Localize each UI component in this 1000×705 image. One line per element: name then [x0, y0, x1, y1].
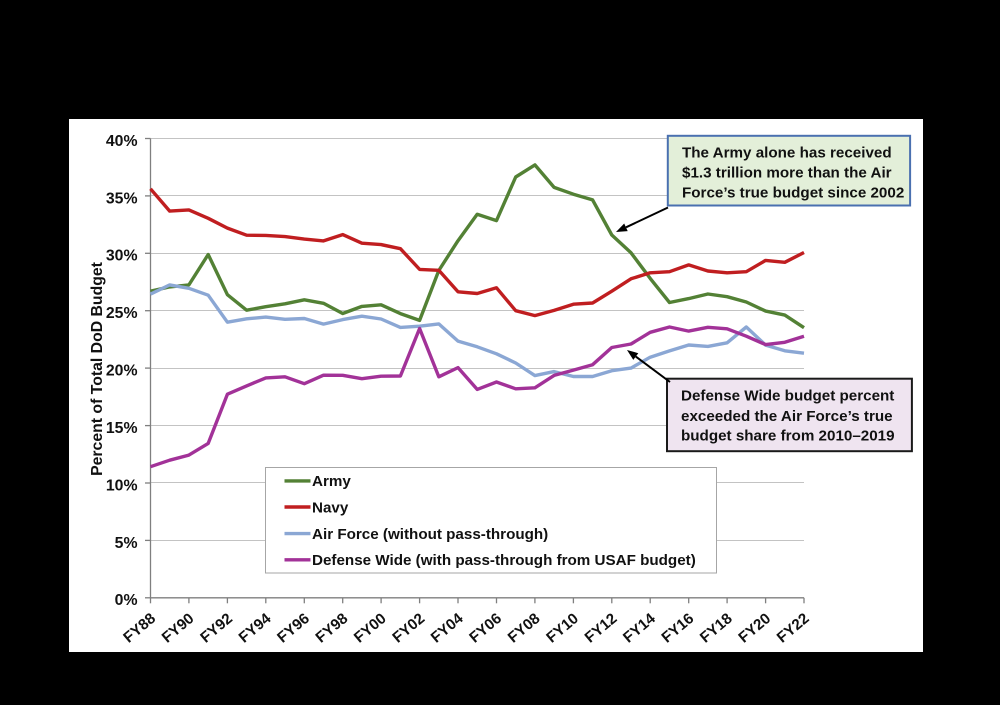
svg-text:30%: 30% — [106, 248, 138, 265]
svg-text:Navy: Navy — [312, 499, 349, 516]
svg-text:25%: 25% — [106, 305, 138, 322]
svg-text:Force’s true budget since 2002: Force’s true budget since 2002 — [682, 185, 904, 202]
svg-text:Army: Army — [312, 473, 351, 490]
svg-text:Defense Wide budget percent: Defense Wide budget percent — [681, 387, 894, 404]
svg-text:0%: 0% — [115, 592, 138, 609]
svg-text:Defense Wide (with pass-throug: Defense Wide (with pass-through from USA… — [312, 552, 696, 569]
svg-text:exceeded the Air Force’s true: exceeded the Air Force’s true — [681, 408, 893, 425]
svg-text:35%: 35% — [106, 190, 138, 207]
svg-text:5%: 5% — [115, 535, 138, 552]
svg-text:Percent of Total DoD Budget: Percent of Total DoD Budget — [89, 261, 106, 476]
svg-text:$1.3 trillion more than the Ai: $1.3 trillion more than the Air — [682, 165, 892, 182]
svg-text:Air Force (without pass-throug: Air Force (without pass-through) — [312, 526, 548, 543]
svg-text:20%: 20% — [106, 363, 138, 380]
svg-text:The Army alone has received: The Army alone has received — [682, 145, 892, 162]
svg-text:10%: 10% — [106, 477, 138, 494]
svg-text:budget share from 2010–2019: budget share from 2010–2019 — [681, 428, 895, 445]
svg-text:15%: 15% — [106, 420, 138, 437]
svg-text:40%: 40% — [106, 133, 138, 150]
